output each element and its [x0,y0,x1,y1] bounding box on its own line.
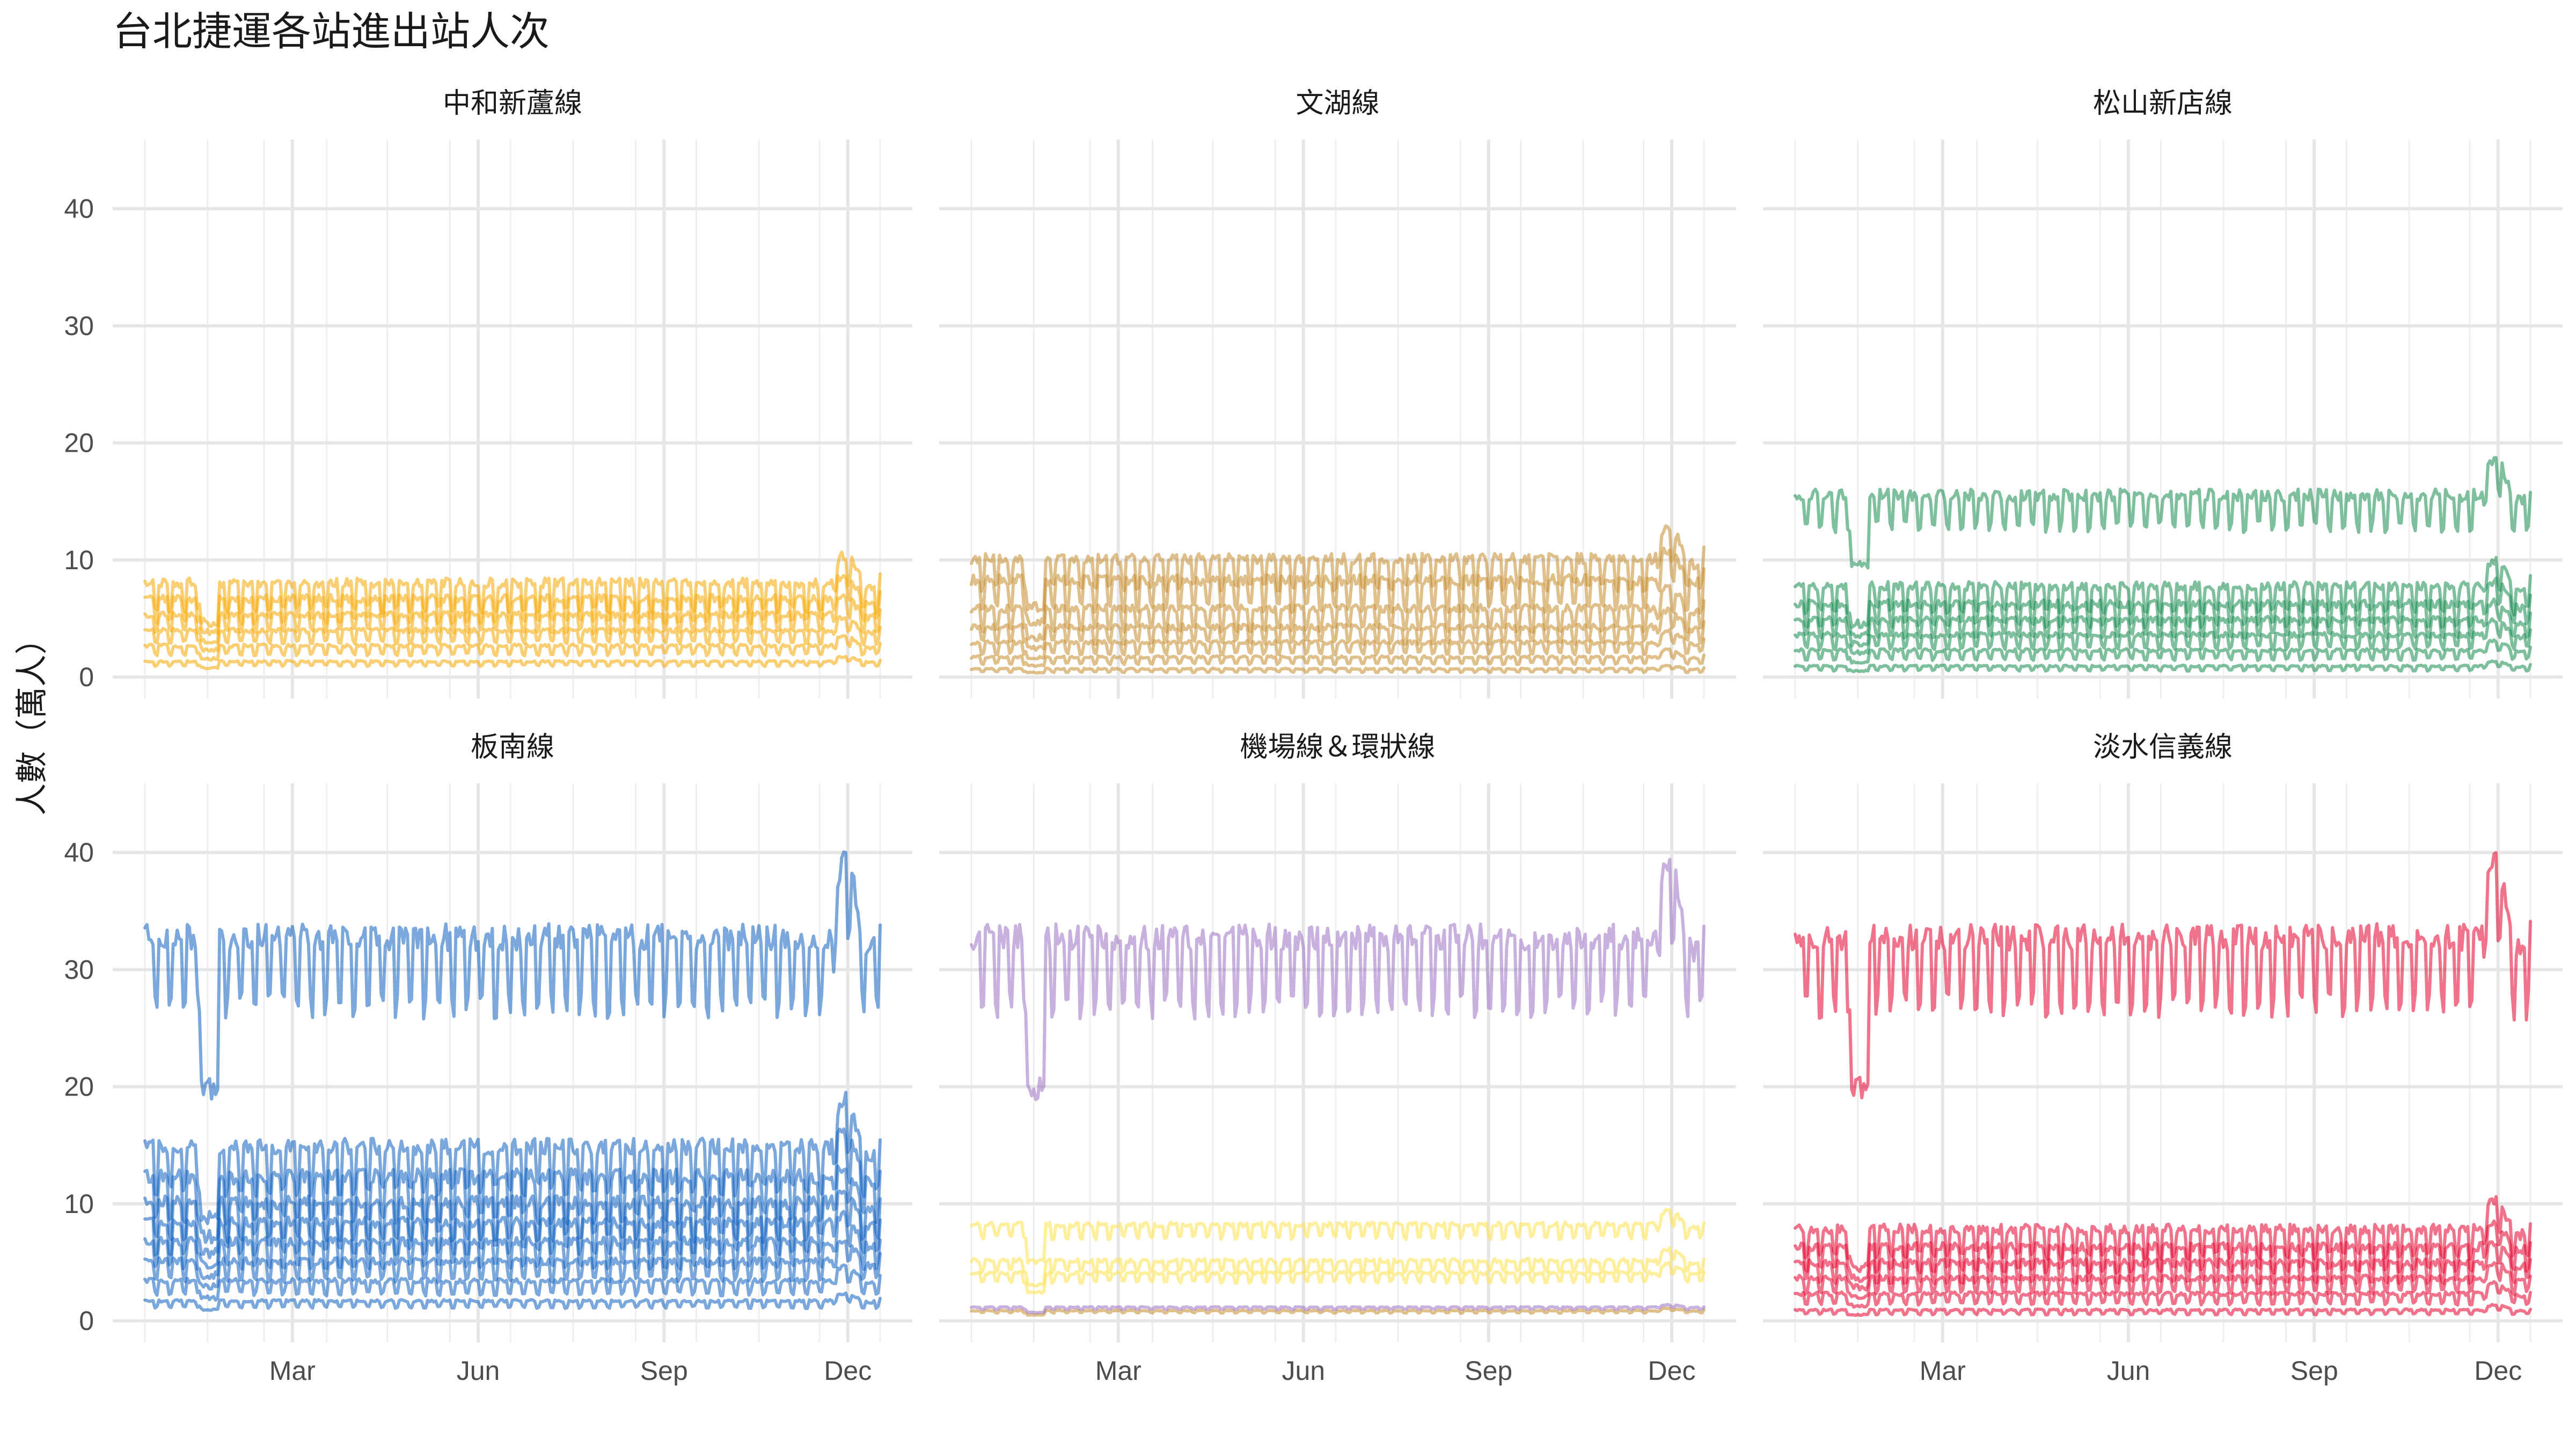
panel-6: 淡水信義線 Mar Jun Sep Dec [1763,731,2563,1386]
series-line [1794,456,2532,570]
panel-4: 板南線 0 10 20 30 40 Mar Jun Sep Dec [64,731,912,1386]
panel-title: 板南線 [471,731,554,763]
series-line [970,524,1706,613]
series-line [970,1246,1706,1288]
x-tick-label: Dec [1648,1356,1696,1386]
y-tick-label: 40 [64,837,94,868]
panel-title: 松山新店線 [2093,87,2233,120]
series-line [143,1210,882,1281]
series-line [1794,851,2532,1100]
series-line [970,1303,1706,1314]
y-tick-label: 30 [64,954,94,984]
y-tick-label: 0 [79,662,94,692]
x-tick-label: Jun [1282,1356,1325,1386]
series-line [1794,1280,2532,1309]
series-line [143,1091,882,1225]
panel-title: 淡水信義線 [2093,731,2233,763]
y-tick-label: 20 [64,1072,94,1102]
panel-1: 中和新蘆線 0 10 20 30 40 [64,87,912,699]
x-tick-label: Sep [640,1356,688,1386]
x-tick-label: Mar [1095,1356,1141,1386]
series-line [970,858,1706,1101]
series-line [970,1261,1706,1295]
series-line [143,634,882,662]
x-tick-label: Jun [457,1356,500,1386]
x-tick-label: Sep [1465,1356,1512,1386]
series-line [143,1291,882,1312]
series-line [1794,1195,2532,1274]
series-line [970,647,1706,668]
panel-title: 文湖線 [1296,87,1379,120]
y-axis-label: 人數（萬人） [13,622,51,815]
series-line [970,664,1706,675]
y-tick-label: 20 [64,428,94,458]
x-tick-label: Mar [1920,1356,1966,1386]
series-line [143,1263,882,1302]
panel-3: 松山新店線 [1763,87,2563,699]
series-line [143,615,882,653]
y-tick-label: 40 [64,194,94,224]
series-line [1794,659,2532,673]
x-tick-label: Dec [2474,1356,2522,1386]
x-tick-label: Dec [824,1356,872,1386]
series-line [970,606,1706,652]
panel-5: 機場線＆環狀線 Mar Jun Sep Dec [939,731,1736,1386]
series-line [1794,638,2532,665]
series-line [1794,556,2532,629]
y-tick-label: 10 [64,1189,94,1219]
x-tick-label: Jun [2107,1356,2150,1386]
series-line [970,1208,1706,1265]
y-tick-label: 30 [64,311,94,341]
series-line [143,655,882,671]
series-line [143,550,882,628]
series-line [1794,1303,2532,1317]
panel-2: 文湖線 [939,87,1736,699]
series-line [143,850,882,1101]
series-line [970,1306,1706,1317]
series-line [970,584,1706,642]
y-tick-label: 10 [64,545,94,575]
y-tick-label: 0 [79,1306,94,1336]
x-tick-label: Mar [269,1356,316,1386]
x-tick-label: Sep [2290,1356,2338,1386]
chart-title: 台北捷運各站進出站人次 [113,9,550,55]
series-line [970,628,1706,660]
series-line [1794,617,2532,656]
panel-title: 中和新蘆線 [443,87,582,120]
panel-title: 機場線＆環狀線 [1240,731,1435,763]
